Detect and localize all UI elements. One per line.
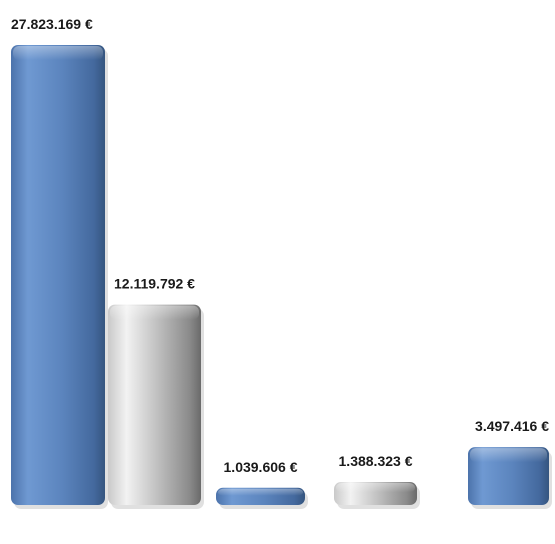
bar-top-highlight xyxy=(470,448,547,463)
labels-layer: 27.823.169 € 12.119.792 € 1.039.606 € 1.388… xyxy=(11,16,549,475)
bar-5 xyxy=(468,447,552,509)
bar-1 xyxy=(11,45,108,509)
bar-3 xyxy=(216,487,308,509)
data-label-3: 1.039.606 € xyxy=(224,459,298,475)
bar-4 xyxy=(334,482,420,509)
bar-top-highlight xyxy=(13,46,103,60)
bars-layer xyxy=(11,45,552,509)
bar-top-highlight xyxy=(336,483,415,493)
bar-2 xyxy=(108,304,204,509)
data-label-1: 27.823.169 € xyxy=(11,16,93,32)
bar-top-highlight xyxy=(218,488,303,496)
bar-body xyxy=(11,45,105,505)
data-label-4: 1.388.323 € xyxy=(339,453,413,469)
data-label-5: 3.497.416 € xyxy=(475,418,549,434)
bar-body xyxy=(108,304,201,505)
bar-top-highlight xyxy=(110,305,199,320)
data-label-2: 12.119.792 € xyxy=(114,276,195,292)
